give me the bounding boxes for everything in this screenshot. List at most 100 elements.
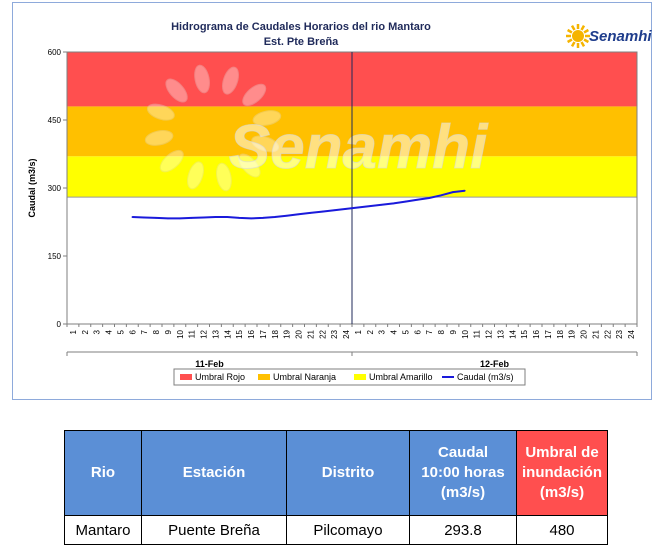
logo-sun-ray	[566, 38, 573, 44]
header-text: Caudal	[437, 444, 488, 461]
x-tick-label: 18	[271, 329, 280, 338]
series-point	[179, 217, 181, 220]
x-tick-label: 9	[164, 329, 173, 334]
legend-swatch	[180, 374, 192, 380]
x-tick-label: 17	[259, 329, 268, 338]
x-tick-label: 10	[176, 329, 185, 338]
x-tick-label: 12	[485, 329, 494, 338]
header-caudal: Caudal 10:00 horas (m3/s)	[409, 430, 517, 516]
x-tick-label: 2	[366, 329, 375, 334]
watermark-petal	[238, 153, 261, 178]
day-label: 11-Feb	[195, 359, 224, 369]
logo-sun-ray	[566, 28, 573, 34]
chart-title: Hidrograma de Caudales Horarios del rio …	[171, 21, 431, 33]
x-tick-label: 19	[283, 329, 292, 338]
series-point	[155, 217, 157, 219]
cell-distrito: Pilcomayo	[286, 515, 410, 545]
watermark-petal	[221, 66, 239, 95]
legend-label: Caudal (m3/s)	[457, 372, 514, 382]
x-tick-label: 12	[200, 329, 209, 338]
series-point	[452, 191, 454, 193]
series-point	[131, 216, 134, 218]
series-point	[214, 216, 217, 218]
hydrograph-chart: Hidrograma de Caudales Horarios del rio …	[12, 2, 652, 400]
x-tick-label: 18	[556, 329, 565, 338]
x-tick-label: 16	[532, 329, 541, 338]
header-text: inundación	[522, 464, 602, 481]
series-point	[345, 208, 347, 210]
x-tick-label: 14	[508, 329, 517, 338]
legend-label: Umbral Amarillo	[369, 372, 433, 382]
x-tick-label: 20	[295, 329, 304, 338]
x-tick-label: 6	[128, 329, 137, 334]
series-point	[321, 210, 324, 213]
cell-estacion: Puente Breña	[141, 515, 287, 545]
x-tick-label: 5	[401, 329, 410, 334]
x-tick-label: 15	[235, 329, 244, 338]
x-tick-label: 21	[306, 329, 315, 338]
legend-swatch	[354, 374, 366, 380]
x-tick-label: 8	[152, 329, 161, 334]
legend-box	[173, 368, 526, 386]
cell-rio: Mantaro	[64, 515, 142, 545]
watermark-petal	[251, 135, 280, 153]
header-text: Estación	[182, 464, 246, 481]
series-point	[238, 217, 240, 219]
series-point	[167, 217, 169, 220]
header-text: 10:00 horas	[421, 464, 505, 481]
watermark-petal	[159, 149, 184, 173]
x-tick-label: 3	[378, 329, 387, 334]
x-tick-label: 3	[93, 329, 102, 334]
series-point	[404, 200, 407, 203]
series-point	[309, 212, 312, 214]
series-point	[464, 189, 466, 192]
legend-label: Umbral Naranja	[273, 372, 336, 382]
series-point	[380, 203, 383, 206]
x-tick-label: 23	[330, 329, 339, 338]
station-table: Rio Estación Distrito Caudal 10:00 horas (…	[64, 430, 608, 545]
y-tick-label: 300	[48, 184, 62, 193]
logo-sun-ray	[570, 41, 576, 48]
header-text: Distrito	[321, 464, 375, 481]
y-tick-label: 150	[48, 252, 62, 261]
x-tick-label: 6	[413, 329, 422, 334]
x-tick-label: 11	[188, 329, 197, 338]
chart-subtitle: Est. Pte Breña	[264, 36, 339, 48]
cell-caudal: 293.8	[409, 515, 517, 545]
watermark-petal	[242, 83, 267, 107]
x-tick-label: 13	[496, 329, 505, 338]
x-tick-label: 14	[223, 329, 232, 338]
cell-umbral: 480	[516, 515, 608, 545]
senamhi-logo	[566, 24, 590, 48]
header-estacion: Estación	[141, 430, 287, 516]
series-point	[392, 202, 395, 205]
logo-sun-ray	[580, 41, 586, 48]
x-tick-label: 19	[568, 329, 577, 338]
header-text: (m3/s)	[440, 484, 486, 501]
y-tick-label: 600	[48, 48, 62, 57]
x-tick-label: 1	[69, 329, 78, 334]
watermark-petal	[165, 78, 188, 103]
x-tick-label: 17	[544, 329, 553, 338]
series-point	[416, 198, 419, 201]
watermark-petal	[146, 103, 175, 121]
logo-sun-ray	[583, 38, 590, 44]
header-umbral: Umbral de inundación (m3/s)	[516, 430, 608, 516]
logo-sun-core	[572, 30, 584, 42]
watermark-petal	[194, 64, 210, 94]
x-tick-label: 4	[390, 329, 399, 334]
y-axis-label: Caudal (m3/s)	[27, 158, 37, 217]
table-header-row: Rio Estación Distrito Caudal 10:00 horas (…	[64, 430, 608, 516]
chart-canvas: Hidrograma de Caudales Horarios del rio …	[27, 21, 652, 386]
series-point	[190, 217, 193, 219]
watermark-petal	[252, 110, 282, 126]
series-point	[274, 216, 276, 218]
x-tick-label: 7	[140, 329, 149, 334]
series-point	[262, 217, 264, 219]
logo-sun-ray	[570, 24, 576, 31]
x-tick-label: 8	[437, 329, 446, 334]
logo-sun-ray	[580, 24, 586, 31]
watermark-petal	[144, 130, 174, 146]
x-tick-label: 15	[520, 329, 529, 338]
header-distrito: Distrito	[286, 430, 410, 516]
